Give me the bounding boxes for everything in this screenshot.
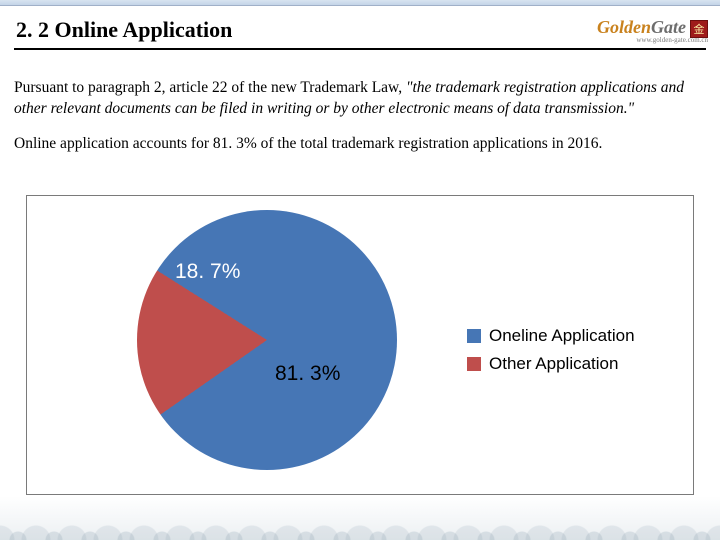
pie-wrap [137, 210, 397, 470]
logo-text-golden: Golden [597, 17, 651, 37]
legend-swatch-icon [467, 357, 481, 371]
header-row: 2. 2 Online Application GoldenGate 金 www… [0, 10, 720, 50]
window-top-bar [0, 0, 720, 6]
pie-chart-container: 18. 7% 81. 3% Oneline Application Other … [26, 195, 694, 495]
pie-slice-label-other: 18. 7% [175, 260, 240, 284]
pie-chart [137, 210, 397, 470]
legend-item-online: Oneline Application [467, 326, 635, 346]
paragraph-2: Online application accounts for 81. 3% o… [14, 134, 706, 155]
pie-slice-label-online: 81. 3% [275, 362, 340, 386]
header-underline [14, 48, 706, 50]
legend-swatch-icon [467, 329, 481, 343]
paragraph-1: Pursuant to paragraph 2, article 22 of t… [14, 78, 706, 120]
legend-label-other: Other Application [489, 354, 618, 374]
chart-legend: Oneline Application Other Application [467, 326, 635, 382]
footer-decoration [0, 496, 720, 540]
brand-logo: GoldenGate 金 www.golden-gate.com.cn [597, 17, 708, 44]
legend-label-online: Oneline Application [489, 326, 635, 346]
section-title: 2. 2 Online Application [16, 17, 232, 43]
p1-lead: Pursuant to paragraph 2, article 22 of t… [14, 79, 406, 96]
logo-seal-icon: 金 [690, 20, 708, 38]
body-text: Pursuant to paragraph 2, article 22 of t… [14, 78, 706, 169]
logo-text-gate: Gate [651, 17, 686, 37]
legend-item-other: Other Application [467, 354, 635, 374]
